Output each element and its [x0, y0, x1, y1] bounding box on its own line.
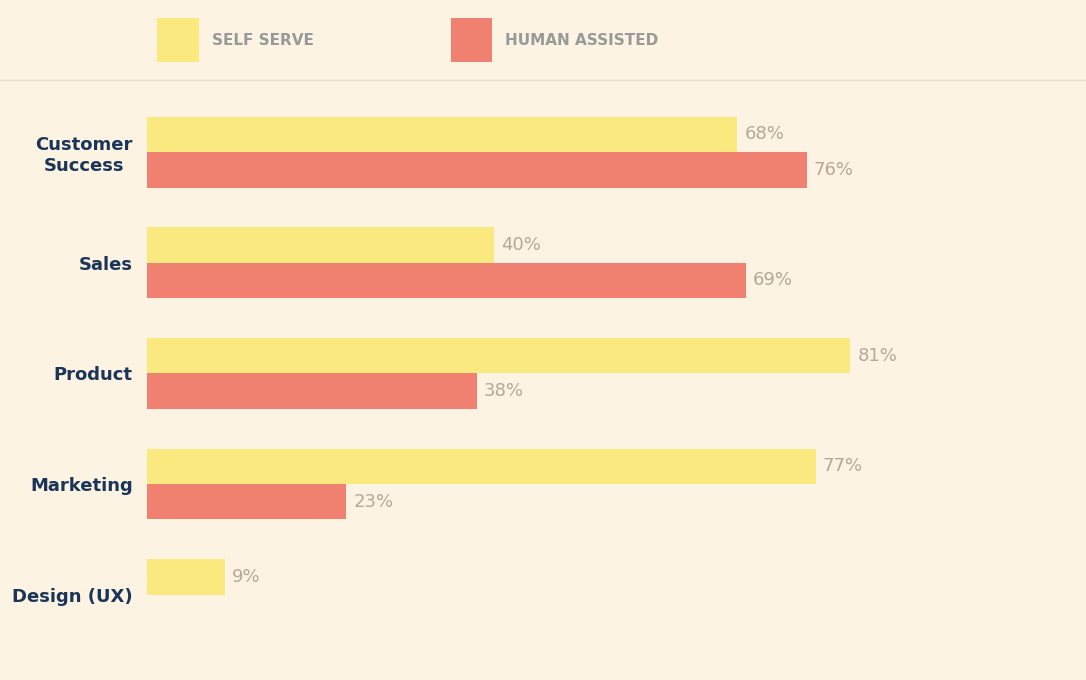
Bar	[147, 559, 225, 594]
Text: 9%: 9%	[231, 568, 261, 585]
Text: SELF SERVE: SELF SERVE	[212, 33, 314, 48]
Bar	[147, 152, 807, 188]
Bar	[147, 117, 737, 152]
Text: 76%: 76%	[813, 161, 854, 179]
Text: 68%: 68%	[744, 125, 784, 143]
Text: 38%: 38%	[483, 382, 523, 400]
Text: 23%: 23%	[353, 492, 393, 511]
Bar	[147, 262, 746, 298]
Bar	[147, 484, 346, 520]
Text: 81%: 81%	[857, 347, 897, 364]
Bar	[147, 338, 850, 373]
Text: 40%: 40%	[501, 236, 541, 254]
Bar	[147, 373, 477, 409]
Text: 77%: 77%	[822, 457, 862, 475]
Text: HUMAN ASSISTED: HUMAN ASSISTED	[505, 33, 658, 48]
Bar	[147, 227, 494, 262]
Bar	[157, 18, 199, 62]
Bar	[451, 18, 492, 62]
Text: 69%: 69%	[753, 271, 793, 290]
Bar	[147, 449, 816, 484]
